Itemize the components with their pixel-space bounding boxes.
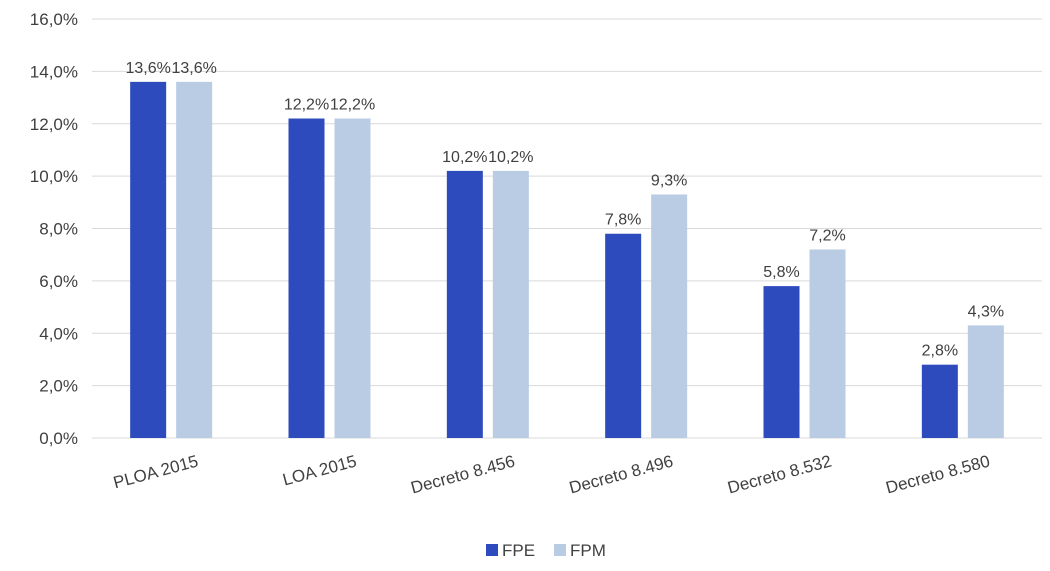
- bar-fpm-5: [967, 325, 1004, 438]
- legend-swatch-fpe: [486, 544, 498, 556]
- data-label-fpm-2: 10,2%: [488, 149, 533, 166]
- data-label-fpe-0: 13,6%: [125, 60, 170, 77]
- data-label-fpm-1: 12,2%: [330, 97, 375, 114]
- bar-fpe-1: [288, 118, 325, 438]
- data-label-fpe-4: 5,8%: [763, 264, 799, 281]
- legend: FPE FPM: [486, 541, 606, 560]
- gridlines: [92, 18, 1042, 439]
- data-label-fpm-0: 13,6%: [171, 60, 216, 77]
- x-category-label: Decreto 8.580: [884, 452, 992, 498]
- y-tick-label: 4,0%: [39, 324, 78, 343]
- x-category-label: Decreto 8.456: [409, 452, 517, 498]
- data-label-fpm-3: 9,3%: [651, 172, 687, 189]
- y-tick-label: 14,0%: [30, 62, 78, 81]
- x-category-label: LOA 2015: [281, 452, 359, 490]
- y-tick-label: 8,0%: [39, 220, 78, 239]
- y-tick-label: 0,0%: [39, 429, 78, 448]
- bar-fpe-5: [921, 364, 958, 438]
- data-labels: 13,6% 12,2% 10,2% 7,8% 5,8% 2,8% 13,6% 12,2% 10,…: [125, 60, 1004, 360]
- bar-fpm-4: [809, 249, 846, 438]
- bar-fpm-1: [334, 118, 371, 438]
- legend-label-fpe: FPE: [502, 541, 535, 560]
- x-category-label: Decreto 8.532: [725, 452, 833, 498]
- bar-fpe-3: [605, 233, 642, 438]
- data-label-fpm-4: 7,2%: [809, 227, 845, 244]
- y-tick-label: 12,0%: [30, 115, 78, 134]
- bar-fpm-3: [651, 194, 688, 438]
- legend-label-fpm: FPM: [570, 541, 606, 560]
- data-label-fpe-3: 7,8%: [605, 212, 641, 229]
- bar-fpe-0: [130, 81, 167, 438]
- x-axis-categories: PLOA 2015 LOA 2015 Decreto 8.456 Decreto 8.…: [111, 452, 992, 498]
- data-label-fpe-5: 2,8%: [922, 343, 958, 360]
- bars: [130, 81, 1004, 438]
- data-label-fpm-5: 4,3%: [968, 303, 1004, 320]
- legend-swatch-fpm: [554, 544, 566, 556]
- y-tick-label: 16,0%: [30, 10, 78, 29]
- bar-fpe-4: [763, 286, 800, 438]
- data-label-fpe-2: 10,2%: [442, 149, 487, 166]
- y-tick-label: 6,0%: [39, 272, 78, 291]
- y-axis-ticks: 0,0% 2,0% 4,0% 6,0% 8,0% 10,0% 12,0% 14,0% 16,0%: [30, 10, 78, 448]
- y-tick-label: 2,0%: [39, 377, 78, 396]
- x-category-label: Decreto 8.496: [567, 452, 675, 498]
- bar-fpm-2: [492, 170, 529, 438]
- y-tick-label: 10,0%: [30, 167, 78, 186]
- x-category-label: PLOA 2015: [111, 452, 200, 493]
- data-label-fpe-1: 12,2%: [284, 97, 329, 114]
- bar-fpm-0: [176, 81, 213, 438]
- bar-fpe-2: [446, 170, 483, 438]
